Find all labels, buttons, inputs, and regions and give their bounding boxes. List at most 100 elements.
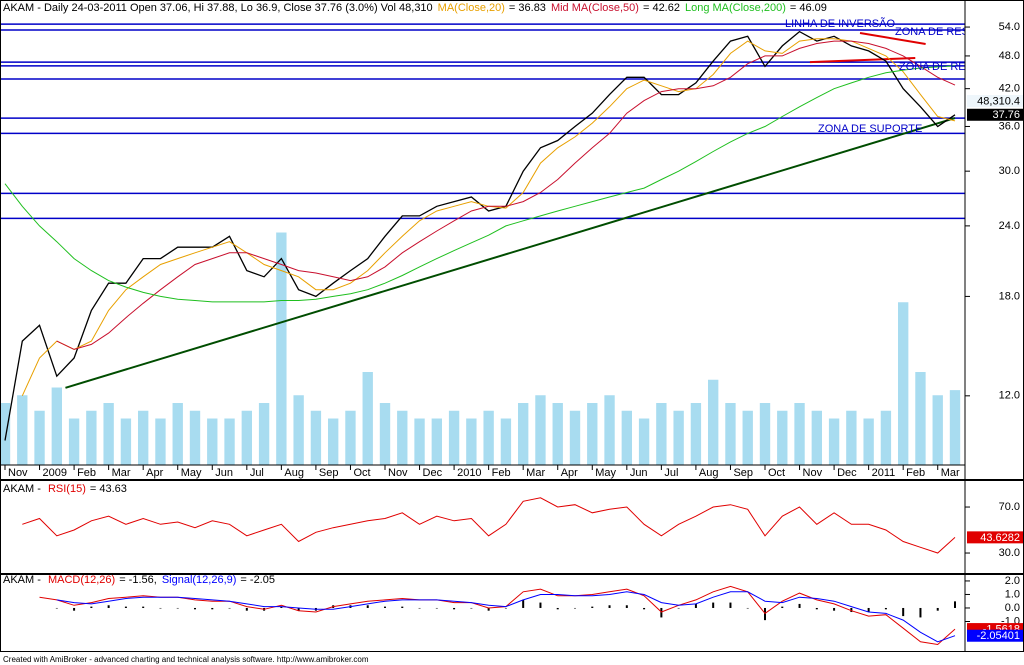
y-tick-label: 30.0	[999, 165, 1020, 177]
histogram-bar	[694, 603, 697, 608]
volume-bar	[811, 410, 822, 465]
volume-bar	[397, 410, 408, 465]
histogram-bar	[211, 607, 214, 610]
x-tick-label: Feb	[492, 467, 511, 479]
volume-bar	[949, 390, 961, 465]
volume-bar	[224, 418, 235, 465]
volume-bar	[172, 403, 183, 465]
histogram-bar	[418, 607, 421, 609]
volume-bar	[431, 418, 442, 465]
volume-bar	[414, 418, 425, 465]
volume-bar	[155, 418, 166, 465]
x-tick-label: Apr	[561, 467, 578, 479]
y-tick-label: 24.0	[999, 220, 1020, 232]
volume-bar	[483, 410, 494, 465]
volume-bar	[708, 379, 719, 465]
histogram-bar	[556, 607, 559, 610]
volume-bar	[777, 410, 788, 465]
legend-value: = 43.63	[90, 483, 127, 495]
histogram-bar	[936, 607, 939, 611]
series-line	[22, 497, 956, 554]
volume-bar	[103, 403, 114, 465]
panel-title: AKAM -	[3, 574, 44, 586]
volume-bar	[328, 418, 339, 465]
x-tick-label: Dec	[837, 467, 857, 479]
histogram-bar	[245, 607, 248, 611]
histogram-bar	[470, 607, 473, 609]
histogram-bar	[384, 606, 386, 608]
volume-bar	[345, 410, 356, 465]
histogram-bar	[159, 607, 162, 609]
x-tick-label: Nov	[388, 467, 408, 479]
volume-bar	[17, 395, 28, 465]
panel-header: AKAM - MACD(12,26) = -1.56, Signal(12,26,9…	[3, 574, 275, 586]
histogram-bar	[660, 607, 663, 618]
last-value-box	[967, 108, 1023, 121]
histogram-bar	[867, 607, 870, 613]
volume-bar	[293, 395, 304, 465]
histogram-bar	[539, 602, 542, 608]
series-line	[56, 40, 956, 350]
annotation: ZONA DE SUPORTE	[818, 123, 922, 135]
volume-bar	[0, 403, 11, 465]
histogram-bar	[280, 606, 283, 608]
panel-title: AKAM - Daily 24-03-2011 Open 37.06, Hi 3…	[3, 2, 433, 14]
histogram-bar	[902, 607, 905, 617]
annotation: ZONA DE RESIS	[895, 26, 979, 38]
volume-bar	[379, 403, 391, 465]
y-tick-label: 0.0	[1005, 602, 1020, 614]
volume-label: 48,310.4	[977, 95, 1020, 107]
panel-header: AKAM - RSI(15) = 43.63	[3, 483, 127, 495]
y-tick-label: 18.0	[999, 290, 1020, 302]
volume-bar	[880, 410, 892, 465]
volume-bar	[898, 302, 909, 465]
annotation: LINHA DE INVERSÃO	[785, 17, 895, 30]
trend-line	[65, 117, 956, 389]
legend-value: = 36.83	[509, 2, 546, 14]
x-tick-label: Nov	[803, 467, 823, 479]
histogram-bar	[712, 602, 715, 608]
volume-bar	[276, 232, 287, 465]
last-value-label: 43.6282	[980, 532, 1020, 544]
volume-bar	[189, 410, 201, 465]
volume-bar	[742, 410, 753, 465]
volume-bar	[656, 403, 667, 465]
volume-bar	[621, 410, 632, 465]
volume-label-box	[967, 95, 1023, 107]
y-tick-label: 42.0	[999, 83, 1020, 95]
legend-value: = -1.56,	[119, 574, 157, 586]
legend-name: MACD(12,26)	[48, 574, 115, 586]
series-line	[56, 591, 956, 643]
legend-value: = 46.09	[790, 2, 827, 14]
volume-bar	[638, 418, 650, 465]
series-line	[39, 585, 956, 646]
volume-bar	[587, 403, 598, 465]
footer: Created with AmiBroker - advanced charti…	[3, 655, 369, 664]
volume-bar	[690, 403, 702, 465]
volume-bar	[500, 418, 512, 465]
histogram-bar	[850, 607, 853, 613]
y-tick-label: 1.0	[1005, 588, 1020, 600]
histogram-bar	[55, 607, 58, 609]
histogram-bar	[591, 606, 594, 608]
histogram-bar	[729, 602, 732, 608]
last-value-box	[967, 531, 1023, 544]
histogram-bar	[919, 607, 922, 618]
volume-bar	[362, 372, 373, 465]
x-tick-label: Sep	[733, 467, 753, 479]
x-tick-label: Jul	[250, 467, 264, 479]
x-tick-label: Jul	[664, 467, 678, 479]
volume-bar	[932, 395, 943, 465]
x-tick-label: 2009	[43, 467, 67, 479]
volume-bar	[846, 410, 857, 465]
volume-bar	[604, 395, 615, 465]
volume-bar	[863, 418, 874, 465]
legend-name: RSI(15)	[48, 483, 86, 495]
series-line	[4, 65, 956, 303]
x-tick-label: Mar	[941, 467, 960, 479]
volume-bar	[448, 410, 460, 465]
